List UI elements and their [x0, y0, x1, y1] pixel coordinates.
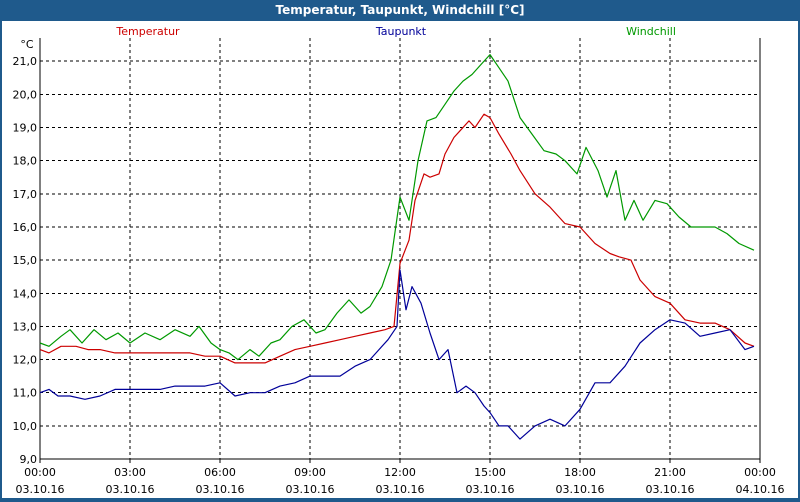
series-line-temperatur [39, 113, 755, 364]
window-title: Temperatur, Taupunkt, Windchill [°C] [275, 3, 525, 17]
chart-area: 9,0 10,0 11,0 12,0 13,0 14,0 15,0 16,0 17,0 18,0 1… [2, 21, 798, 498]
xtick-time-label: 03:00 [114, 466, 146, 479]
xtick-date-label: 03.10.16 [286, 483, 335, 496]
ytick-label: 12,0 [13, 354, 38, 367]
xtick-date-label: 03.10.16 [196, 483, 245, 496]
xtick-date-label: 03.10.16 [646, 483, 695, 496]
ytick-label: 19,0 [13, 122, 38, 135]
ytick-label: 16,0 [13, 221, 38, 234]
ytick-label: 20,0 [13, 88, 38, 101]
y-axis-unit-label: °C [20, 38, 34, 51]
ytick-label: 11,0 [13, 387, 38, 400]
series-line-taupunkt [39, 269, 755, 440]
axes [39, 38, 761, 463]
labels: 9,0 10,0 11,0 12,0 13,0 14,0 15,0 16,0 17,0 18,0 1… [13, 25, 785, 496]
xtick-time-label: 09:00 [294, 466, 326, 479]
ytick-label: 13,0 [13, 320, 38, 333]
ytick-label: 18,0 [13, 155, 38, 168]
xtick-time-label: 15:00 [474, 466, 506, 479]
legend-windchill: Windchill [626, 25, 676, 38]
xtick-date-label: 03.10.16 [376, 483, 425, 496]
ytick-label: 15,0 [13, 254, 38, 267]
xtick-time-label: 18:00 [564, 466, 596, 479]
series-layer [39, 53, 755, 440]
xtick-time-label: 06:00 [204, 466, 236, 479]
xtick-date-label: 03.10.16 [556, 483, 605, 496]
ytick-label: 14,0 [13, 287, 38, 300]
xtick-time-label: 00:00 [24, 466, 56, 479]
legend-temperatur: Temperatur [115, 25, 180, 38]
xtick-date-label: 03.10.16 [16, 483, 65, 496]
xtick-date-label: 04.10.16 [736, 483, 785, 496]
ytick-label: 9,0 [20, 453, 38, 466]
xtick-time-label: 00:00 [744, 466, 776, 479]
legend-taupunkt: Taupunkt [375, 25, 427, 38]
grid [40, 38, 760, 460]
xtick-date-label: 03.10.16 [466, 483, 515, 496]
xtick-time-label: 21:00 [654, 466, 686, 479]
ytick-label: 10,0 [13, 420, 38, 433]
ytick-label: 21,0 [13, 55, 38, 68]
ytick-label: 17,0 [13, 188, 38, 201]
xtick-time-label: 12:00 [384, 466, 416, 479]
xtick-date-label: 03.10.16 [106, 483, 155, 496]
series-line-windchill [39, 53, 755, 361]
line-chart: 9,0 10,0 11,0 12,0 13,0 14,0 15,0 16,0 17,0 18,0 1… [13, 25, 785, 496]
